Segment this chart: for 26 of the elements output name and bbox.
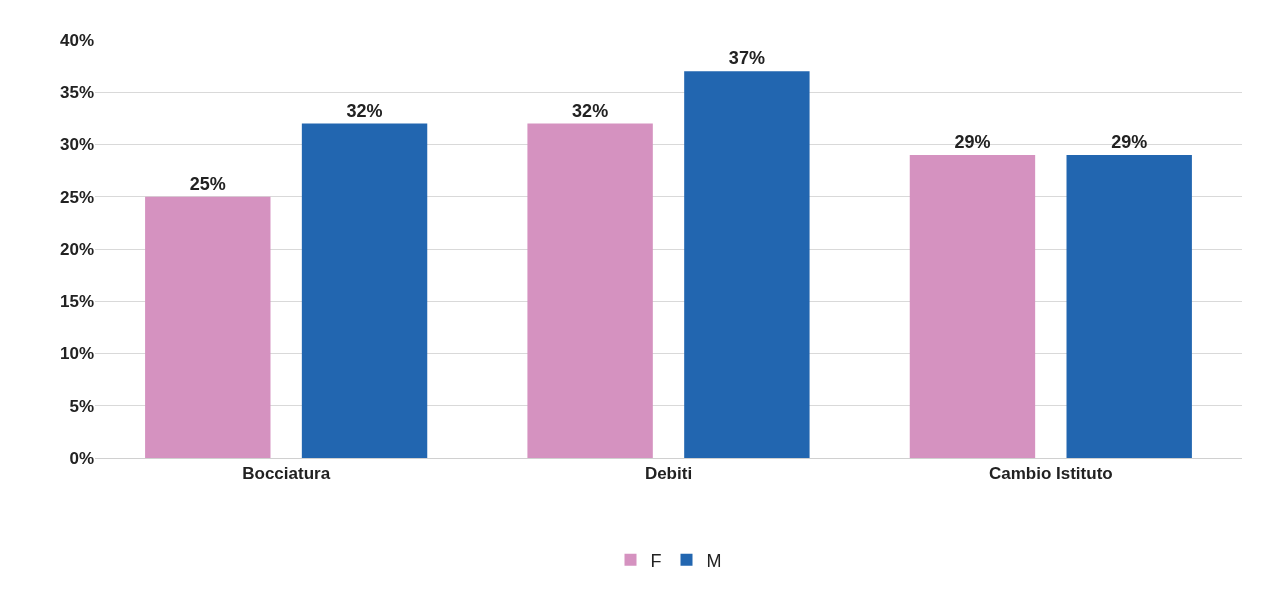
y-tick-label: 35%: [59, 83, 94, 103]
y-tick-label: 15%: [59, 292, 94, 312]
legend-label: M: [706, 550, 722, 571]
y-tick-label: 40%: [59, 30, 94, 50]
data-label: 32%: [346, 100, 383, 121]
data-label: 25%: [189, 173, 226, 194]
y-tick-label: 25%: [59, 187, 94, 207]
x-tick-label: Debiti: [644, 464, 693, 484]
bar: [684, 71, 810, 458]
x-tick-label: Bocciatura: [242, 464, 331, 484]
y-tick-label: 30%: [59, 135, 94, 155]
y-tick-label: 0%: [69, 448, 94, 468]
data-label: 37%: [728, 48, 765, 69]
bar: [909, 154, 1036, 458]
bar: [301, 123, 428, 458]
legend-label: F: [650, 550, 662, 571]
bar: [145, 196, 271, 458]
bar: [1066, 154, 1192, 458]
x-tick-label: Cambio Istituto: [988, 464, 1113, 484]
y-tick-label: 10%: [59, 344, 94, 364]
y-tick-label: 5%: [69, 396, 94, 416]
data-label: 32%: [572, 100, 609, 121]
y-tick-label: 20%: [59, 239, 94, 259]
data-label: 29%: [954, 131, 991, 152]
bar: [527, 123, 653, 458]
data-label: 29%: [1111, 131, 1148, 152]
